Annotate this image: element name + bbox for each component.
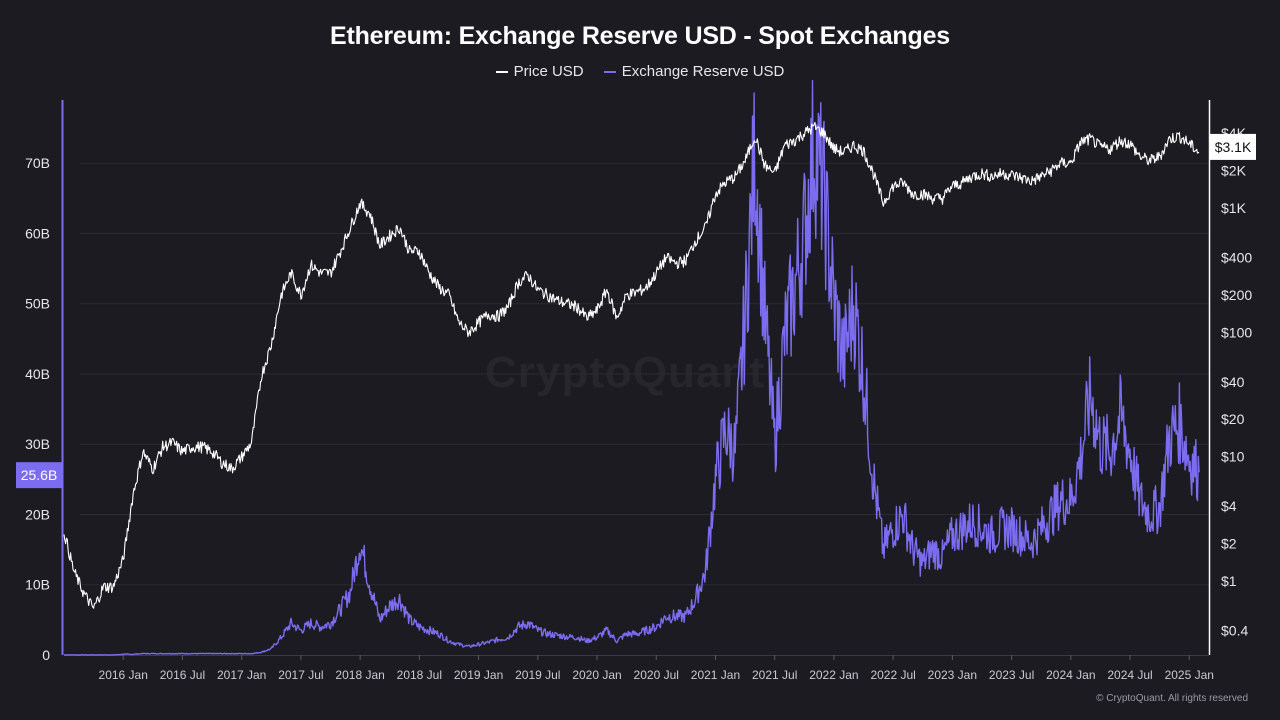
right-current-value-label: $3.1K bbox=[1215, 139, 1252, 155]
axis-labels: 010B20B30B40B50B60B70B$4K$2K$1K$400$200$… bbox=[16, 125, 1256, 682]
legend-item-price[interactable]: Price USD bbox=[495, 63, 584, 80]
x-tick-label-15: 2023 Jul bbox=[989, 668, 1034, 682]
right-tick-label-11: $1 bbox=[1221, 573, 1237, 589]
series-lines bbox=[63, 79, 1200, 656]
legend-swatch-price bbox=[495, 71, 508, 74]
x-tick-label-10: 2021 Jan bbox=[691, 668, 740, 682]
right-tick-label-3: $400 bbox=[1221, 249, 1252, 265]
right-tick-label-4: $200 bbox=[1221, 287, 1252, 303]
x-tick-label-0: 2016 Jan bbox=[99, 668, 148, 682]
legend-label-price: Price USD bbox=[513, 63, 584, 80]
legend-swatch-reserve bbox=[603, 71, 616, 74]
x-tick-label-18: 2025 Jan bbox=[1165, 668, 1214, 682]
left-tick-label-6: 60B bbox=[25, 225, 50, 241]
x-tick-label-2: 2017 Jan bbox=[217, 668, 266, 682]
x-tick-label-1: 2016 Jul bbox=[160, 668, 205, 682]
x-tick-label-17: 2024 Jul bbox=[1107, 668, 1152, 682]
right-current-value-badge bbox=[1210, 133, 1256, 160]
x-tick-label-14: 2023 Jan bbox=[928, 668, 977, 682]
x-tick-label-4: 2018 Jan bbox=[335, 668, 384, 682]
left-tick-label-3: 30B bbox=[25, 436, 50, 452]
right-tick-label-7: $20 bbox=[1221, 411, 1245, 427]
legend-label-reserve: Exchange Reserve USD bbox=[621, 63, 785, 80]
left-tick-label-4: 40B bbox=[25, 366, 50, 382]
left-current-value-badge bbox=[16, 462, 62, 489]
left-tick-label-5: 50B bbox=[25, 296, 50, 312]
right-tick-label-1: $2K bbox=[1221, 163, 1247, 179]
right-tick-label-6: $40 bbox=[1221, 374, 1245, 390]
left-tick-label-1: 10B bbox=[25, 577, 50, 593]
legend-item-reserve[interactable]: Exchange Reserve USD bbox=[603, 63, 785, 80]
right-tick-label-5: $100 bbox=[1221, 324, 1252, 340]
x-tick-label-3: 2017 Jul bbox=[278, 668, 323, 682]
series-line-exchange-reserve bbox=[64, 79, 1200, 656]
right-tick-label-10: $2 bbox=[1221, 536, 1237, 552]
axes bbox=[61, 100, 1211, 660]
x-tick-label-12: 2022 Jan bbox=[809, 668, 858, 682]
right-tick-label-12: $0.4 bbox=[1221, 622, 1248, 638]
left-tick-label-2: 20B bbox=[25, 506, 50, 522]
chart-legend: Price USD Exchange Reserve USD bbox=[0, 63, 1280, 80]
gridlines bbox=[80, 162, 1209, 586]
right-tick-label-9: $4 bbox=[1221, 498, 1237, 514]
x-tick-label-16: 2024 Jan bbox=[1046, 668, 1095, 682]
left-current-value-label: 25.6B bbox=[21, 467, 58, 483]
x-tick-label-13: 2022 Jul bbox=[870, 668, 915, 682]
left-tick-label-0: 0 bbox=[42, 647, 50, 663]
x-tick-label-6: 2019 Jan bbox=[454, 668, 503, 682]
left-tick-label-7: 70B bbox=[25, 155, 50, 171]
x-tick-label-11: 2021 Jul bbox=[752, 668, 797, 682]
right-tick-label-8: $10 bbox=[1221, 449, 1245, 465]
x-tick-label-7: 2019 Jul bbox=[515, 668, 560, 682]
watermark: CryptoQuant bbox=[485, 348, 765, 397]
x-tick-label-9: 2020 Jul bbox=[634, 668, 679, 682]
x-tick-label-8: 2020 Jan bbox=[572, 668, 621, 682]
right-tick-label-2: $1K bbox=[1221, 200, 1247, 216]
x-tick-label-5: 2018 Jul bbox=[397, 668, 442, 682]
chart-title: Ethereum: Exchange Reserve USD - Spot Ex… bbox=[330, 22, 950, 50]
copyright-credit: © CryptoQuant. All rights reserved bbox=[1096, 693, 1248, 704]
series-line-price bbox=[63, 121, 1200, 609]
